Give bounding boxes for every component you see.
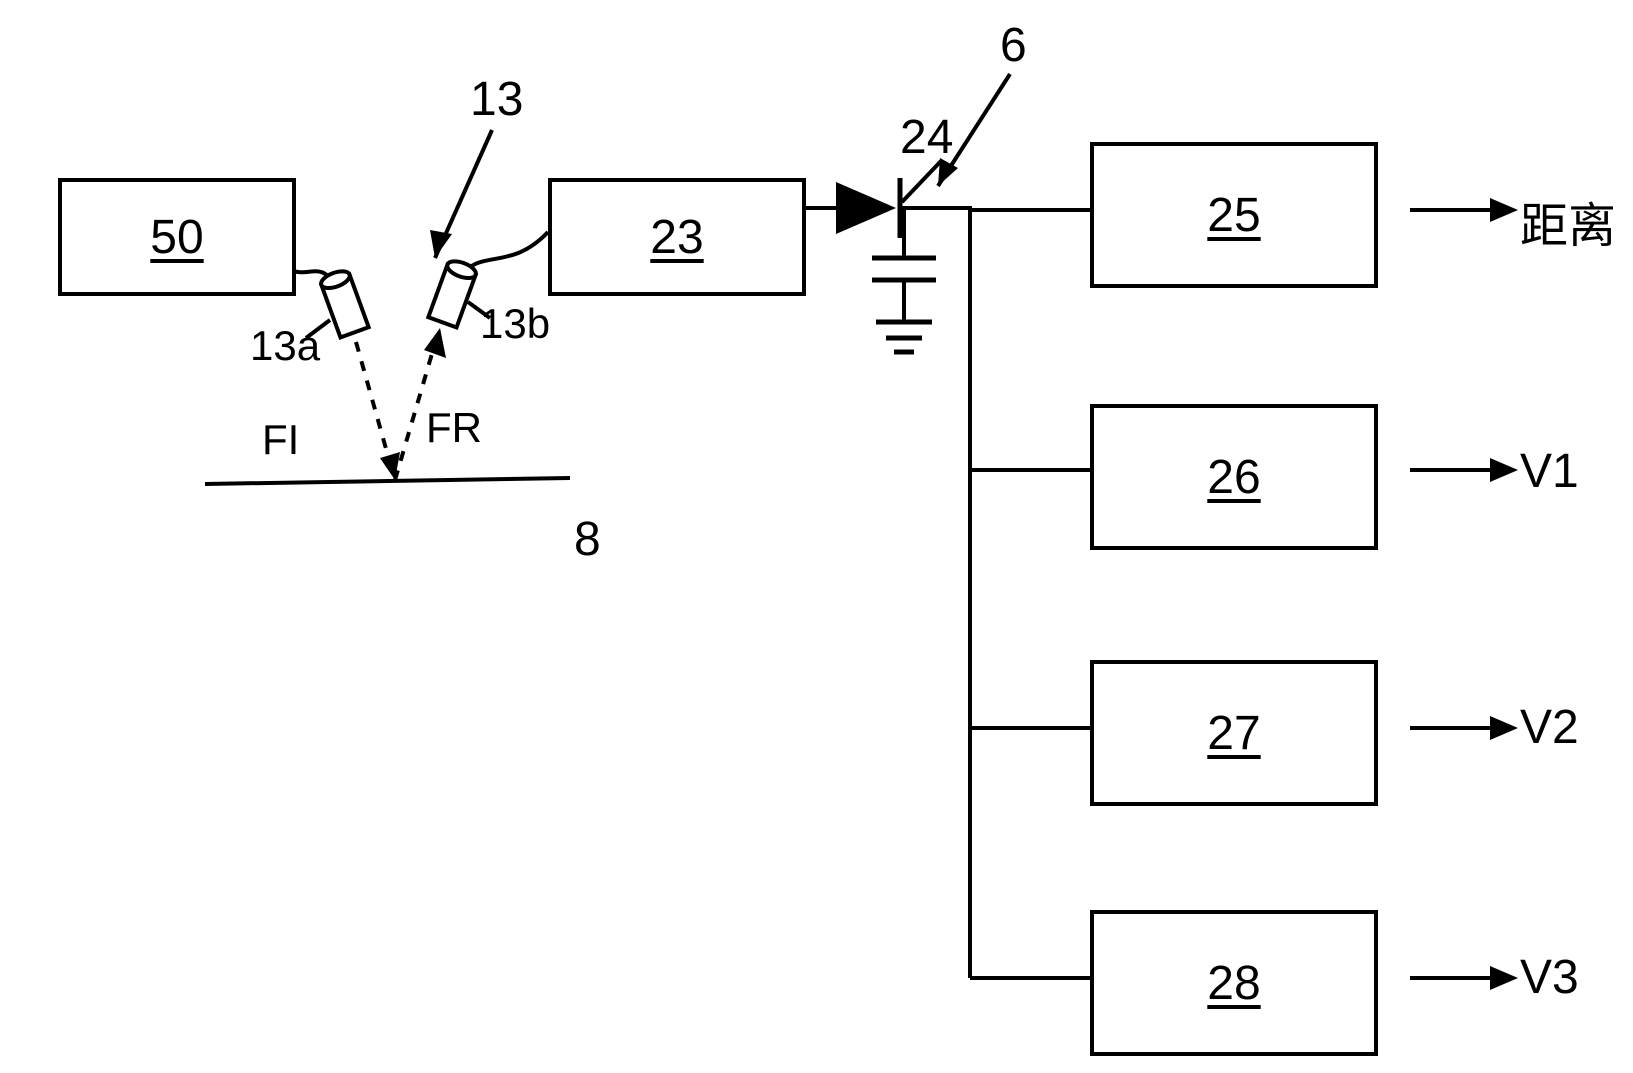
fiber-13b (428, 258, 478, 327)
callout-6: 6 (1000, 18, 1027, 73)
block-23: 23 (548, 178, 806, 296)
out-arrowhead-27 (1490, 716, 1518, 740)
block-25-label: 25 (1207, 188, 1260, 243)
callout-FR: FR (426, 404, 482, 452)
callout-FI: FI (262, 416, 299, 464)
out-arrowhead-25 (1490, 198, 1518, 222)
leader-13-head (430, 230, 452, 258)
callout-8: 8 (574, 512, 601, 567)
surface-line-8 (205, 478, 570, 484)
output-28-label: V3 (1520, 950, 1579, 1005)
block-50-label: 50 (150, 210, 203, 265)
block-28: 28 (1090, 910, 1378, 1056)
output-26-label: V1 (1520, 444, 1579, 499)
block-25: 25 (1090, 142, 1378, 288)
beam-reflected-head (424, 328, 446, 358)
callout-13a: 13a (250, 322, 320, 370)
callout-13b: 13b (480, 300, 550, 348)
out-arrowhead-26 (1490, 458, 1518, 482)
diagram-canvas: 50 23 25 26 27 28 13 6 24 13a 13b FI FR … (0, 0, 1633, 1073)
block-50: 50 (58, 178, 296, 296)
diode-triangle (836, 182, 896, 234)
diagram-svg (0, 0, 1633, 1073)
block-26-label: 26 (1207, 450, 1260, 505)
leader-24 (902, 160, 942, 202)
block-26: 26 (1090, 404, 1378, 550)
beam-incident (356, 342, 392, 470)
out-arrowhead-28 (1490, 966, 1518, 990)
block-23-label: 23 (650, 210, 703, 265)
output-27-label: V2 (1520, 700, 1579, 755)
callout-13: 13 (470, 72, 523, 127)
block-27: 27 (1090, 660, 1378, 806)
block-27-label: 27 (1207, 706, 1260, 761)
output-25-label: 距离 (1520, 186, 1616, 256)
fiber-13a (319, 268, 369, 337)
block-28-label: 28 (1207, 956, 1260, 1011)
callout-24: 24 (900, 110, 953, 165)
